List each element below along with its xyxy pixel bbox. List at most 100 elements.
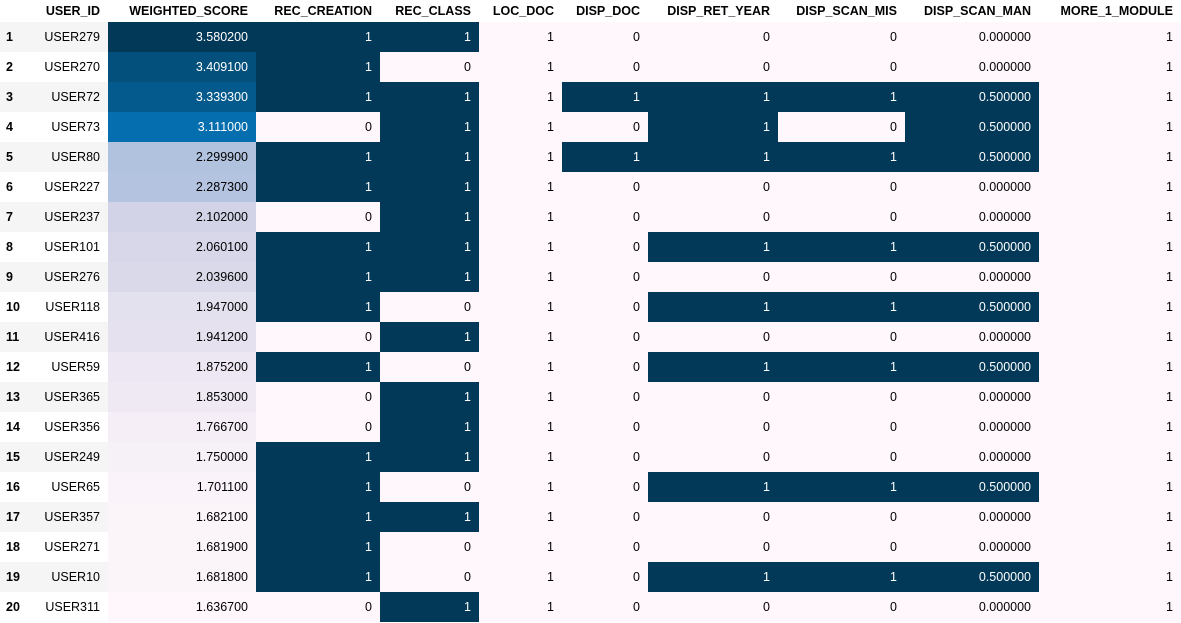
row-index: 6 [6,180,13,194]
value-cell: 0 [778,592,905,622]
row-index: 16 [6,480,20,494]
user-id-cell: USER227 [44,180,100,194]
value-cell: 1 [648,472,778,502]
value-cell: 1 [648,112,778,142]
value-cell: 0.500000 [905,112,1039,142]
value-cell: 0 [778,382,905,412]
value-cell: 0 [778,172,905,202]
value-cell: 1 [1039,202,1181,232]
value-cell: 1 [256,472,380,502]
value-cell: 0 [778,532,905,562]
value-cell: 1 [648,562,778,592]
value-cell: 0 [562,502,648,532]
value-cell: 0.500000 [905,292,1039,322]
value-cell: 0.000000 [905,202,1039,232]
value-cell: 1.941200 [108,322,256,352]
user-id-cell: USER72 [30,82,108,112]
value-cell: 1 [479,262,562,292]
value-cell: 3.409100 [108,52,256,82]
value-cell: 1 [778,352,905,382]
value-cell: 0 [648,262,778,292]
value-cell: 0.000000 [905,172,1039,202]
value-cell: 1 [380,82,479,112]
value-cell: 2.299900 [108,142,256,172]
value-cell: 1 [479,142,562,172]
value-cell: 2.102000 [108,202,256,232]
value-cell: 1 [479,382,562,412]
value-cell: 1 [479,112,562,142]
value-cell: 1 [562,142,648,172]
value-cell: 0 [562,442,648,472]
table-row: 16 USER65 1.701100 1 0 1 0 1 1 0.500000 1 [0,472,1181,502]
user-id-cell: USER237 [30,202,108,232]
value-cell: 0 [648,172,778,202]
user-id-cell: USER80 [30,142,108,172]
value-cell: 1 [1039,412,1181,442]
value-cell: 1 [380,592,479,622]
row-index: 4 [6,120,13,134]
value-cell: 1 [256,22,380,52]
value-cell: 1 [1039,52,1181,82]
table-row: 20 USER311 1.636700 0 1 1 0 0 0 0.000000 1 [0,592,1181,622]
value-cell: 0 [648,592,778,622]
value-cell: 1 [256,172,380,202]
value-cell: 1 [479,562,562,592]
value-cell: 1 [1039,142,1181,172]
value-cell: 1 [1039,472,1181,502]
row-index: 14 [6,420,20,434]
value-cell: 1.682100 [108,502,256,532]
column-header: USER_ID [45,4,100,18]
value-cell: 1 [1039,532,1181,562]
value-cell: 1.701100 [108,472,256,502]
value-cell: 1 [479,442,562,472]
value-cell: 0 [380,52,479,82]
value-cell: 1 [1039,22,1181,52]
value-cell: 1 [1039,592,1181,622]
value-cell: 1 [256,52,380,82]
value-cell: 1 [380,262,479,292]
value-cell: 0 [562,412,648,442]
value-cell: 1 [479,82,562,112]
value-cell: 0.000000 [905,442,1039,472]
value-cell: 0 [256,412,380,442]
value-cell: 3.580200 [108,22,256,52]
value-cell: 0 [562,172,648,202]
user-id-cell: USER365 [30,382,108,412]
value-cell: 0 [380,532,479,562]
row-index: 3 [0,82,30,112]
value-cell: 0 [778,52,905,82]
user-id-cell: USER118 [45,300,100,314]
value-cell: 0 [648,502,778,532]
value-cell: 1 [256,262,380,292]
row-index: 15 [0,442,30,472]
value-cell: 1 [380,502,479,532]
value-cell: 1.947000 [108,292,256,322]
user-id-cell: USER101 [44,240,100,254]
column-header: DISP_SCAN_MIS [796,4,897,18]
value-cell: 1.636700 [108,592,256,622]
value-cell: 2.039600 [108,262,256,292]
table-row: 11 USER416 1.941200 0 1 1 0 0 0 0.000000 1 [0,322,1181,352]
row-index: 10 [6,300,20,314]
value-cell: 0.000000 [905,52,1039,82]
value-cell: 0.500000 [905,232,1039,262]
value-cell: 0 [648,202,778,232]
value-cell: 0 [562,52,648,82]
row-index: 1 [0,22,30,52]
value-cell: 1 [479,472,562,502]
value-cell: 1 [778,292,905,322]
value-cell: 1 [380,412,479,442]
value-cell: 0 [380,562,479,592]
value-cell: 1 [1039,262,1181,292]
user-id-cell: USER416 [30,322,108,352]
value-cell: 1 [479,412,562,442]
value-cell: 1 [256,532,380,562]
value-cell: 1 [1039,562,1181,592]
value-cell: 0 [562,322,648,352]
row-index: 18 [6,540,20,554]
table-row: 19 USER10 1.681800 1 0 1 0 1 1 0.500000 1 [0,562,1181,592]
value-cell: 0.500000 [905,82,1039,112]
value-cell: 1 [256,142,380,172]
value-cell: 1 [648,142,778,172]
